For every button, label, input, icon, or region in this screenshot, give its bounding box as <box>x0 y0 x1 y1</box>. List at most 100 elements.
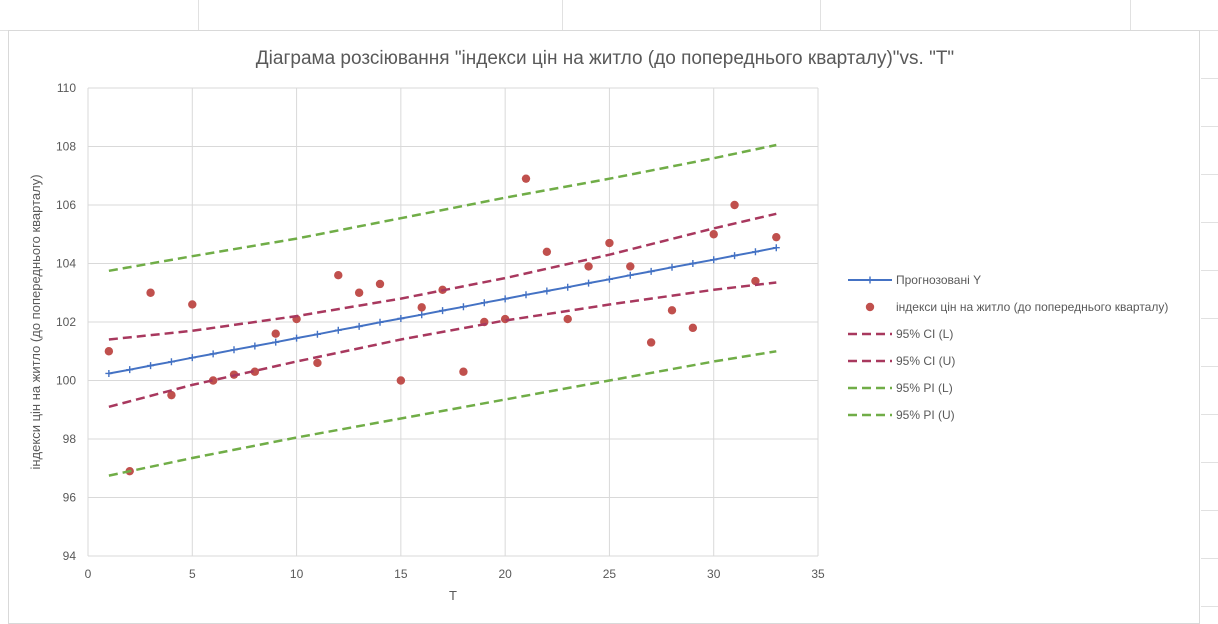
data-point <box>646 338 656 347</box>
interval-line <box>108 212 777 341</box>
plus-marker <box>731 252 739 260</box>
plus-marker <box>751 248 759 256</box>
data-point <box>667 306 677 315</box>
series-3 <box>108 212 777 341</box>
plus-marker <box>334 326 342 334</box>
x-axis-title: T <box>449 588 457 603</box>
legend-entry: індекси цін на житло (до попереднього кв… <box>865 300 1168 314</box>
plus-marker <box>418 311 426 319</box>
data-point <box>208 376 218 385</box>
plus-marker <box>564 283 572 291</box>
legend-entry: 95% CI (L) <box>848 327 953 341</box>
x-tick-label: 35 <box>811 567 825 581</box>
data-point <box>772 232 781 242</box>
data-point <box>542 247 552 256</box>
legend-marker <box>866 276 874 284</box>
plus-marker <box>313 330 321 338</box>
data-point <box>167 390 176 400</box>
data-point <box>459 367 468 376</box>
data-point <box>104 347 114 356</box>
plus-marker <box>585 279 593 287</box>
legend-marker <box>865 302 875 312</box>
plus-marker <box>209 350 217 358</box>
plus-marker <box>105 369 113 377</box>
legend-label: індекси цін на житло (до попереднього кв… <box>896 300 1168 314</box>
plus-marker <box>459 303 467 311</box>
plus-marker <box>710 256 718 264</box>
plus-marker <box>397 314 405 322</box>
series-5 <box>108 143 777 273</box>
interval-line <box>108 281 777 409</box>
plus-marker <box>188 354 196 362</box>
plus-marker <box>605 275 613 283</box>
plus-marker <box>439 307 447 315</box>
data-point <box>730 200 739 210</box>
data-point <box>250 367 260 376</box>
plus-marker <box>626 271 634 279</box>
data-point <box>396 376 406 385</box>
axes: 0 5 10 15 20 25 30 35 94 96 98 100 102 104 106 108 110 Tі… <box>28 81 825 603</box>
series-4 <box>108 350 777 477</box>
data-point <box>188 300 197 309</box>
interval-line <box>108 143 777 273</box>
y-tick-label: 100 <box>56 374 76 388</box>
legend-label: Прогнозовані Y <box>896 273 981 287</box>
plus-marker <box>376 318 384 326</box>
data-point <box>605 238 614 248</box>
y-tick-label: 94 <box>63 549 77 563</box>
series-2 <box>108 281 777 409</box>
data-point <box>709 230 718 239</box>
y-axis-title: індекси цін на житло (до попереднього кв… <box>28 174 43 469</box>
data-point <box>626 262 635 271</box>
chart-area[interactable] <box>8 30 1200 624</box>
x-tick-label: 30 <box>707 567 721 581</box>
series-1 <box>104 174 781 476</box>
data-point <box>584 262 593 271</box>
legend-label: 95% CI (U) <box>896 354 955 368</box>
interval-line <box>108 350 777 477</box>
data-point <box>271 329 280 338</box>
x-tick-label: 0 <box>85 567 92 581</box>
x-tick-label: 20 <box>498 567 512 581</box>
y-tick-label: 106 <box>56 198 76 212</box>
data-point <box>417 303 426 312</box>
x-tick-label: 15 <box>394 567 408 581</box>
data-point <box>334 271 343 280</box>
legend: Прогнозовані Y індекси цін на житло (до п… <box>848 273 1168 422</box>
data-point <box>146 288 155 297</box>
plus-marker <box>126 366 134 374</box>
plus-marker <box>230 346 238 354</box>
legend-entry: Прогнозовані Y <box>848 273 981 287</box>
plus-marker <box>147 362 155 370</box>
legend-label: 95% PI (U) <box>896 408 955 422</box>
series-0 <box>105 244 780 377</box>
plus-marker <box>167 358 175 366</box>
plus-marker <box>272 338 280 346</box>
legend-label: 95% CI (L) <box>896 327 953 341</box>
plus-marker <box>772 244 780 252</box>
y-tick-label: 104 <box>56 257 76 271</box>
data-point <box>563 314 572 324</box>
legend-label: 95% PI (L) <box>896 381 953 395</box>
data-point <box>375 279 385 289</box>
series-layer <box>104 143 781 477</box>
plus-marker <box>543 287 551 295</box>
chart-title: Діаграма розсіювання "індекси цін на жит… <box>255 48 955 69</box>
data-point <box>751 276 760 286</box>
data-point <box>354 288 364 297</box>
plus-marker <box>647 267 655 275</box>
plus-marker <box>501 295 509 303</box>
plus-marker <box>355 322 363 330</box>
legend-entry: 95% PI (U) <box>848 408 955 422</box>
x-tick-label: 5 <box>189 567 196 581</box>
plus-marker <box>251 342 259 350</box>
data-point <box>313 358 322 368</box>
y-tick-label: 110 <box>57 81 76 95</box>
plus-marker <box>668 263 676 271</box>
legend-entry: 95% PI (L) <box>848 381 953 395</box>
plus-marker <box>480 299 488 307</box>
data-point <box>521 174 531 183</box>
gridlines <box>87 87 819 557</box>
legend-entry: 95% CI (U) <box>848 354 955 368</box>
